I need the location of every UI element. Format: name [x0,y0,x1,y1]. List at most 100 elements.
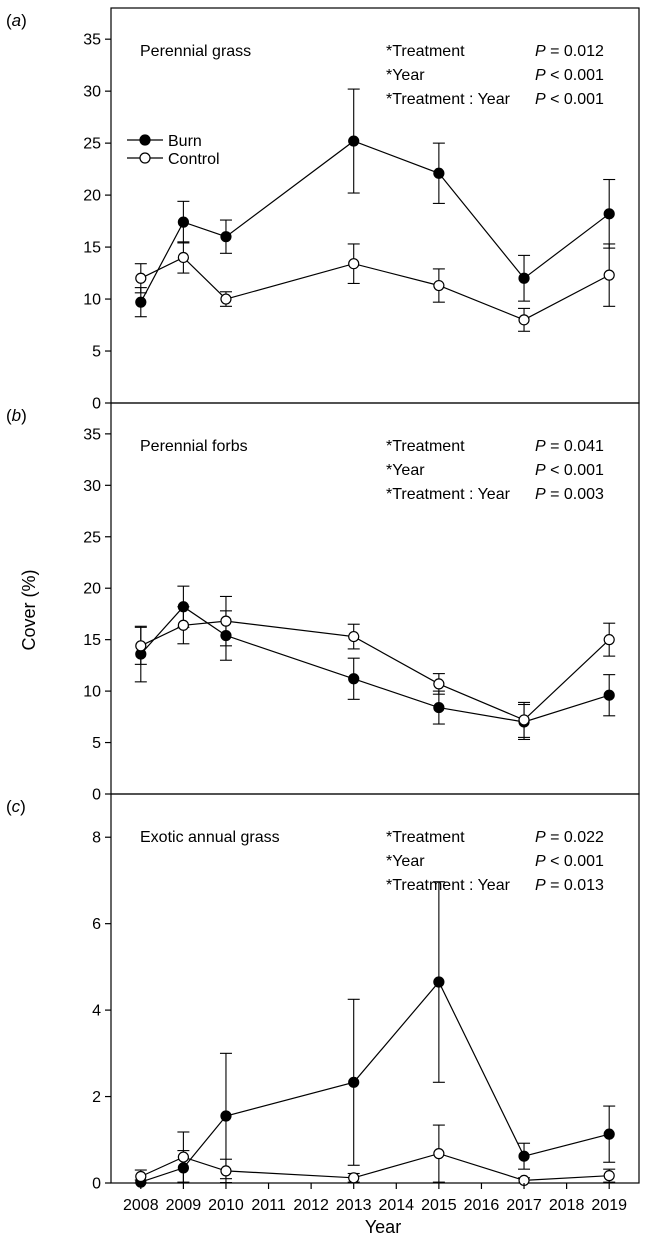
y-tick-label: 0 [92,1176,101,1193]
y-tick-label: 20 [83,581,101,598]
data-point-control [433,1148,445,1160]
stat-p-value: P < 0.001 [535,91,604,108]
data-point-burn [603,1128,615,1140]
data-point-burn [518,272,530,284]
series-control [134,1124,616,1184]
data-point-control [518,314,530,326]
panel-b: 0 5 10 15 20 25 30 35 (b) Perennial forbs *Treatme… [6,402,640,804]
data-point-burn [433,167,445,179]
series-control [134,241,616,332]
stat-p-value: P = 0.013 [535,877,604,894]
data-point-burn [177,601,189,613]
x-tick-label: 2014 [378,1197,414,1214]
data-point-control [603,269,615,281]
data-point-control [220,293,232,305]
series-burn [134,585,616,741]
data-point-control [348,258,360,270]
data-point-burn [348,135,360,147]
stat-term: *Treatment : Year [386,877,511,894]
y-tick-label: 4 [92,1003,101,1020]
data-point-control [603,1170,615,1182]
data-point-burn [518,1150,530,1162]
stat-p-value: P < 0.001 [535,853,604,870]
y-tick-label: 20 [83,188,101,205]
data-point-burn [348,673,360,685]
stat-p-value: P < 0.001 [535,462,604,479]
data-point-control [220,1165,232,1177]
stat-p-value: P = 0.041 [535,438,604,455]
y-tick-label: 35 [83,32,101,49]
y-axis-title: Cover (%) [19,569,39,650]
y-tick-label: 25 [83,529,101,546]
legend-label: Burn [168,133,202,150]
panel-letter: (b) [6,406,27,425]
series-line [140,1152,610,1182]
data-point-control [177,619,189,631]
x-tick-label: 2018 [549,1197,585,1214]
x-tick-label: 2009 [166,1197,202,1214]
stat-term: *Treatment : Year [386,486,511,503]
stat-term: *Treatment [386,43,465,60]
y-tick-label: 5 [92,735,101,752]
y-tick-label: 6 [92,916,101,933]
y-tick-label: 10 [83,292,101,309]
y-tick-label: 25 [83,136,101,153]
data-point-control [177,251,189,264]
panel-letter: (a) [6,11,27,30]
data-point-control [433,279,445,292]
stat-term: *Year [386,853,425,870]
y-tick-label: 8 [92,830,101,847]
y-tick-label: 5 [92,344,101,361]
data-point-control [348,1172,360,1184]
data-point-control [135,640,147,652]
data-point-burn [433,976,445,988]
y-tick-label: 15 [83,240,101,257]
stat-p-value: P = 0.003 [535,486,604,503]
x-tick-label: 2019 [591,1197,627,1214]
stat-term: *Treatment [386,829,465,846]
data-point-control [603,634,615,646]
series-line [140,620,610,721]
y-tick-label: 30 [83,84,101,101]
stat-p-value: P < 0.001 [535,67,604,84]
x-tick-label: 2012 [293,1197,329,1214]
legend-marker [139,134,151,146]
x-tick-label: 2011 [251,1197,286,1214]
series-line [140,605,610,723]
data-point-control [433,678,445,690]
data-point-control [348,630,360,643]
stat-term: *Year [386,67,425,84]
data-point-burn [135,296,147,308]
x-axis-title: Year [365,1217,401,1237]
plot-frame [110,793,640,1184]
stat-term: *Year [386,462,425,479]
x-tick-label: 2010 [208,1197,244,1214]
data-point-control [220,615,232,627]
data-point-burn [603,689,615,701]
data-point-control [518,714,530,726]
data-point-burn [603,208,615,220]
x-tick-label: 2015 [421,1197,457,1214]
x-tick-label: 2017 [506,1197,542,1214]
data-point-burn [177,1162,189,1174]
stat-term: *Treatment [386,438,465,455]
data-point-burn [220,1110,232,1122]
data-point-burn [433,701,445,714]
data-point-burn [220,629,232,642]
y-tick-label: 0 [92,787,101,804]
stat-p-value: P = 0.022 [535,829,604,846]
panel-title: Exotic annual grass [140,829,280,846]
data-point-control [135,1170,147,1183]
panel-title: Perennial forbs [140,438,248,455]
panel-a: 0 5 10 15 20 25 30 35 (a) Perennial grass *Treatme… [6,7,640,413]
legend-label: Control [168,151,220,168]
stat-p-value: P = 0.012 [535,43,604,60]
panel-title: Perennial grass [140,43,251,60]
y-tick-label: 35 [83,426,101,443]
panel-letter: (c) [6,797,26,816]
data-point-burn [348,1076,360,1088]
x-tick-label: 2013 [336,1197,372,1214]
